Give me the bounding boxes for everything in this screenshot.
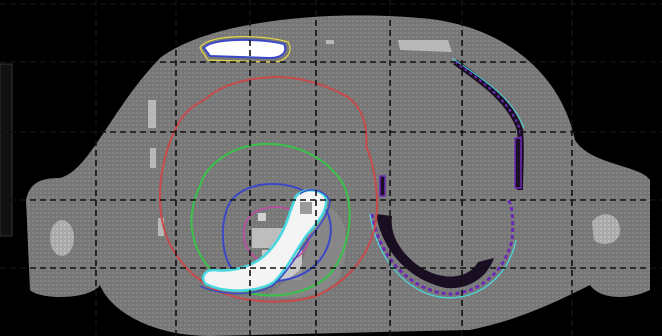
dark-organ-cyan-outline	[369, 213, 517, 299]
green-contour	[190, 142, 351, 297]
rib-left-2	[150, 148, 156, 168]
dark-organ-region	[376, 214, 494, 289]
light-tissue-patch	[268, 204, 347, 298]
rib-left-1	[148, 100, 156, 128]
sternum-spot	[326, 40, 334, 44]
tumor-core-dark	[300, 202, 312, 214]
top-bone-outer-outline	[199, 36, 291, 63]
cyan-rib-contour	[451, 57, 525, 129]
red-contour	[159, 75, 379, 303]
dark-organ-outline	[370, 198, 515, 296]
rib-left-3	[158, 218, 164, 236]
top-bone-outline	[202, 38, 287, 60]
rib-bone-small	[379, 175, 386, 197]
small-bone-1	[258, 213, 266, 221]
tumor-blue-outline	[199, 189, 331, 295]
purple-rib-contour-outline	[454, 61, 522, 191]
anterior-bone	[398, 40, 452, 52]
tumor-region	[202, 189, 328, 292]
left-arm-bone	[50, 220, 74, 256]
left-edge-panel	[0, 63, 13, 237]
rib-bone-right	[514, 137, 522, 189]
right-arm-bone	[592, 214, 621, 244]
